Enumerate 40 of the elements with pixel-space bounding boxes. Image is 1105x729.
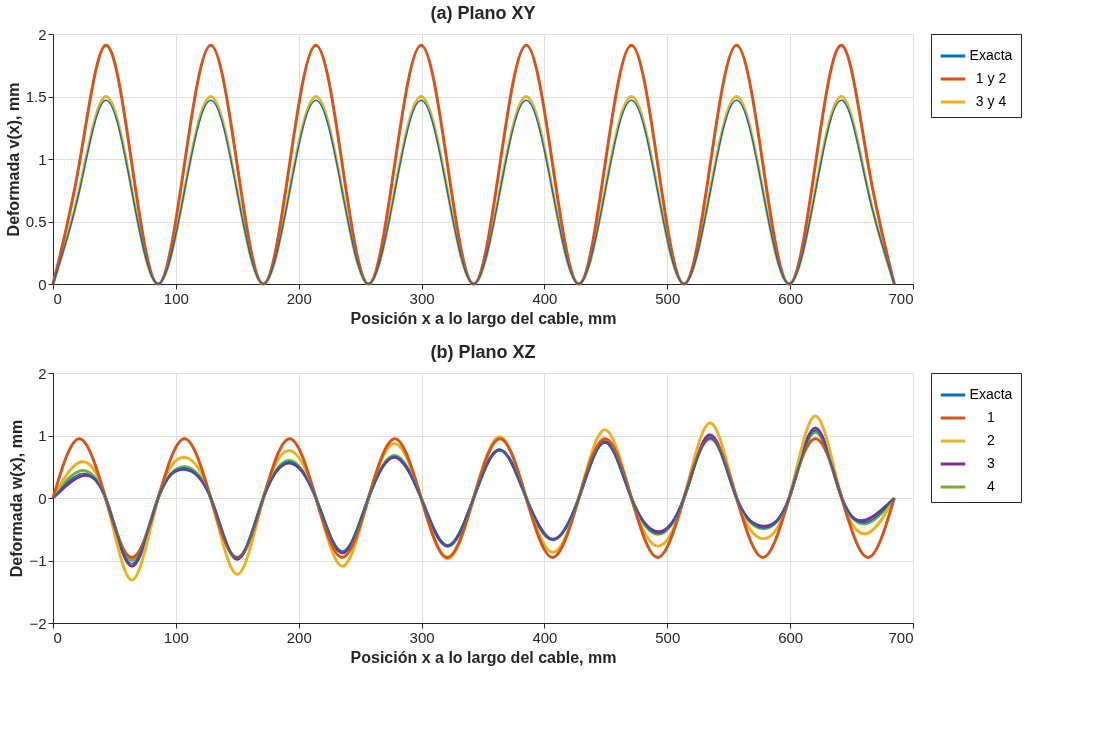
x-tick-label: 100 [163, 289, 189, 307]
legend-label: Exacta [969, 386, 1013, 402]
legend-label: 3 y 4 [975, 93, 1007, 109]
legend-label: 3 [987, 455, 996, 471]
legend-label: 2 [987, 432, 996, 448]
y-tick-label: 1.5 [25, 88, 47, 105]
x-tick-label: 100 [163, 628, 189, 646]
x-tick-label: 200 [286, 289, 312, 307]
y-tick-label: 2 [38, 364, 47, 382]
x-tick-label: 0 [53, 628, 62, 646]
y-tick-label: 0 [38, 489, 47, 507]
x-tick-label: 700 [888, 289, 914, 307]
x-tick-label: 400 [532, 628, 558, 646]
legend-label: Exacta [969, 47, 1013, 63]
x-tick-label: 300 [409, 289, 435, 307]
x-tick-label: 600 [778, 289, 804, 307]
y-tick-label: 2 [38, 25, 47, 43]
x-tick-label: 200 [286, 628, 312, 646]
y-axis-title: Deformada w(x), mm [8, 419, 26, 578]
chart-title: (a) Plano XY [430, 3, 536, 23]
x-tick-label: 300 [409, 628, 435, 646]
x-axis-title: Posición x a lo largo del cable, mm [350, 648, 617, 666]
legend-label: 1 [987, 409, 996, 425]
legend-label: 1 y 2 [975, 70, 1007, 86]
x-tick-label: 400 [532, 289, 558, 307]
y-axis-title: Deformada v(x), mm [4, 82, 22, 237]
y-tick-label: −2 [29, 614, 47, 632]
y-tick-label: 0.5 [25, 213, 47, 230]
chart-title: (b) Plano XZ [430, 342, 536, 362]
x-tick-label: 700 [888, 628, 914, 646]
x-tick-label: 0 [53, 289, 62, 307]
x-tick-label: 600 [778, 628, 804, 646]
y-tick-label: 1 [38, 427, 47, 444]
y-tick-label: 0 [38, 275, 47, 293]
x-tick-label: 500 [655, 628, 681, 646]
y-tick-label: −1 [29, 552, 47, 569]
x-tick-label: 500 [655, 289, 681, 307]
y-tick-label: 1 [38, 150, 47, 168]
x-axis-title: Posición x a lo largo del cable, mm [350, 309, 617, 327]
legend-label: 4 [987, 478, 996, 494]
